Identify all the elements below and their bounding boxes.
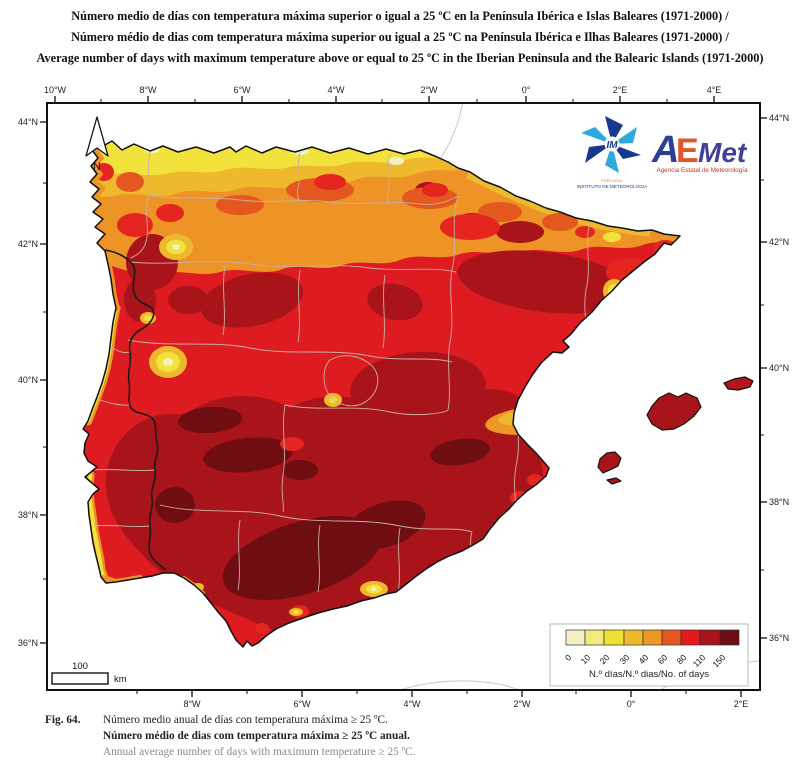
svg-text:42°N: 42°N [18, 239, 38, 249]
svg-text:2°E: 2°E [613, 85, 628, 95]
svg-text:4°W: 4°W [327, 85, 345, 95]
svg-text:0°: 0° [627, 699, 636, 709]
map-title: Número medio de días con temperatura máx… [0, 6, 800, 69]
svg-text:8°W: 8°W [139, 85, 157, 95]
svg-text:100: 100 [72, 661, 88, 672]
svg-text:IM: IM [606, 140, 618, 151]
svg-text:A: A [651, 129, 679, 171]
svg-text:2°W: 2°W [513, 699, 531, 709]
svg-text:10°W: 10°W [44, 85, 67, 95]
svg-text:Agencia Estatal de Meteorologí: Agencia Estatal de Meteorología [656, 167, 748, 174]
svg-text:E: E [676, 132, 699, 170]
svg-text:38°N: 38°N [18, 510, 38, 520]
title-line-pt: Número médio de dias com temperatura máx… [71, 30, 729, 44]
title-line-es: Número medio de días con temperatura máx… [71, 9, 729, 23]
caption-line-es: Número medio anual de días con temperatu… [103, 714, 388, 726]
portugal-spain-border [104, 249, 167, 571]
svg-text:44°N: 44°N [769, 113, 789, 123]
legend-color-ramp [565, 629, 740, 646]
scale-bar: 100 km [51, 661, 127, 685]
aemet-logo: A E Met Agencia Estatal de Meteorología [651, 129, 748, 174]
svg-text:N: N [93, 161, 101, 173]
map-frame [46, 102, 761, 691]
north-arrow-icon: N [85, 116, 109, 173]
figure-number: Fig. 64. [45, 714, 81, 726]
svg-text:44°N: 44°N [18, 117, 38, 127]
svg-text:42°N: 42°N [769, 237, 789, 247]
svg-text:PORTUGAL: PORTUGAL [601, 178, 624, 183]
title-line-en: Average number of days with maximum temp… [36, 51, 764, 65]
svg-text:2°E: 2°E [734, 699, 749, 709]
svg-text:0°: 0° [522, 85, 531, 95]
svg-text:Met: Met [698, 137, 748, 168]
svg-text:km: km [114, 674, 127, 685]
svg-text:4°E: 4°E [707, 85, 722, 95]
svg-text:4°W: 4°W [403, 699, 421, 709]
svg-text:6°W: 6°W [233, 85, 251, 95]
svg-text:36°N: 36°N [769, 633, 789, 643]
svg-text:0: 0 [563, 652, 574, 663]
svg-text:40°N: 40°N [18, 375, 38, 385]
caption-line-en: Annual average number of days with maxim… [103, 746, 416, 758]
im-star-icon [581, 116, 641, 173]
svg-text:8°W: 8°W [183, 699, 201, 709]
svg-text:40°N: 40°N [769, 363, 789, 373]
iberia-coastline [82, 140, 681, 648]
balearic-islands [597, 376, 754, 485]
svg-text:38°N: 38°N [769, 497, 789, 507]
caption-line-pt: Número médio de dias com temperatura máx… [103, 730, 410, 742]
svg-text:INSTITUTO DE METEOROLOGIA: INSTITUTO DE METEOROLOGIA [577, 184, 648, 189]
map-legend: 0 10 20 30 40 60 80 110 150 N.º días/N.º… [549, 623, 749, 687]
legend-caption: N.º días/N.º dias/No. of days [589, 669, 709, 680]
im-logo: IM PORTUGAL INSTITUTO DE METEOROLOGIA [577, 116, 648, 189]
graticule-labels: 10°W 8°W 6°W 4°W 2°W 0° 2°E 4°E 8°W 6°W … [18, 85, 789, 709]
svg-text:36°N: 36°N [18, 638, 38, 648]
svg-text:6°W: 6°W [293, 699, 311, 709]
figure-caption: Fig. 64. Número medio anual de días con … [45, 712, 745, 760]
svg-text:2°W: 2°W [420, 85, 438, 95]
